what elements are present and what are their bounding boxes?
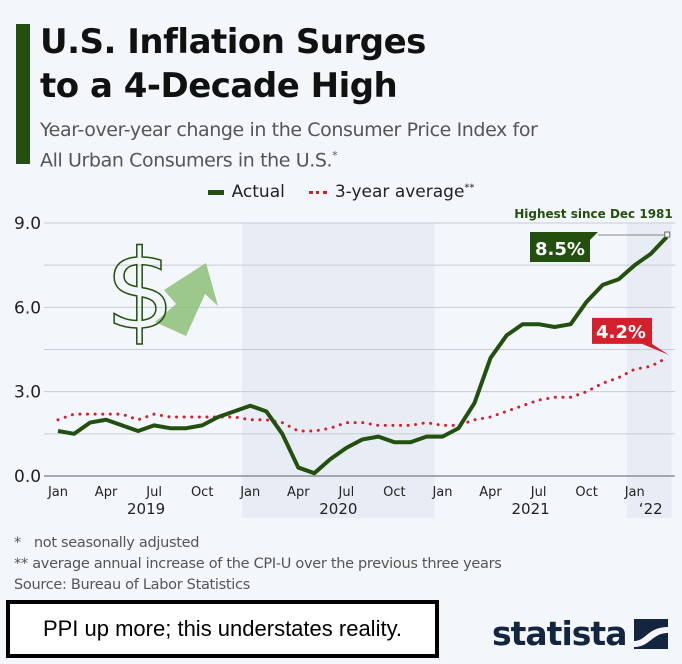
line-chart: $ 0.03.06.09.0 Jan Apr Jul Oct Jan Apr Jul Oct J… — [14, 207, 675, 518]
title-line-2: to a 4-Decade High — [40, 66, 398, 106]
dollar-sign-icon: $ — [105, 226, 175, 354]
legend-label-actual: Actual — [231, 182, 285, 202]
y-tick-label: 6.0 — [14, 298, 41, 318]
gridlines — [44, 222, 675, 477]
title-line-1: U.S. Inflation Surges — [40, 22, 426, 62]
x-year-label: 2020 — [319, 500, 357, 518]
x-tick-label: Apr — [95, 485, 118, 500]
chart-title: U.S. Inflation Surges to a 4-Decade High — [40, 20, 426, 108]
legend-footnote-mark: ** — [464, 182, 475, 194]
statista-logo[interactable]: statista — [492, 614, 669, 653]
annotation-marker — [664, 231, 671, 238]
subtitle-line-2: All Urban Consumers in the U.S. — [40, 149, 333, 172]
x-tick-label: Jul — [338, 485, 355, 500]
series-actual — [57, 235, 669, 476]
legend-item-average: 3-year average** — [308, 182, 475, 202]
x-tick-label: Jan — [431, 485, 452, 500]
x-tick-label: Jan — [239, 485, 260, 500]
legend-swatch-average — [308, 190, 327, 194]
x-tick-label: Jul — [145, 485, 162, 500]
label-box-average — [592, 317, 669, 355]
dollar-arrow-illustration: $ — [104, 225, 218, 355]
x-tick-label: Apr — [479, 485, 502, 500]
y-tick-label: 9.0 — [14, 214, 41, 234]
subtitle-line-1: Year-over-year change in the Consumer Pr… — [40, 119, 538, 141]
series-3-year-average — [56, 356, 669, 433]
shaded-period — [242, 223, 435, 518]
y-tick-label: 3.0 — [14, 383, 41, 403]
subtitle-footnote-mark: * — [332, 149, 338, 162]
legend-swatch-actual — [207, 189, 224, 195]
footnote-1: * not seasonally adjusted — [14, 535, 200, 551]
x-year-label: 2019 — [127, 500, 165, 518]
y-tick-label: 0.0 — [14, 467, 41, 487]
statista-logo-icon — [634, 618, 669, 649]
x-tick-label: Oct — [383, 485, 405, 500]
x-tick-label: Jan — [47, 485, 68, 500]
shaded-periods — [242, 223, 672, 518]
label-box-actual — [530, 232, 598, 263]
label-actual-value: 8.5% — [535, 239, 585, 260]
x-year-label: 2021 — [511, 500, 549, 518]
x-tick-label: Oct — [191, 485, 213, 500]
x-tick-label: Jul — [530, 485, 547, 500]
footnote-2: ** average annual increase of the CPI-U … — [14, 556, 502, 572]
x-axis-ticks: Jan Apr Jul Oct Jan Apr Jul Oct Jan Apr Jul Oct Jan 2… — [47, 485, 663, 518]
up-arrow-icon — [155, 263, 218, 336]
label-average-value: 4.2% — [596, 322, 646, 343]
x-tick-label: Apr — [287, 485, 310, 500]
x-year-label: ‘22 — [639, 500, 663, 518]
y-axis-ticks: 0.0 3.0 6.0 9.0 — [14, 214, 41, 487]
footnotes: * not seasonally adjusted ** average ann… — [14, 533, 502, 596]
logo-text: statista — [492, 614, 627, 653]
overlay-note-box: PPI up more; this understates reality. — [6, 600, 439, 658]
overlay-note-text: PPI up more; this understates reality. — [42, 616, 403, 641]
legend-item-actual: Actual — [207, 182, 285, 202]
chart-legend: Actual 3-year average** — [0, 182, 682, 202]
annotation-highest-since: Highest since Dec 1981 — [514, 207, 673, 221]
x-tick-label: Oct — [575, 485, 597, 500]
source-note: Source: Bureau of Labor Statistics — [14, 577, 250, 593]
x-tick-label: Jan — [624, 485, 645, 500]
legend-label-average: 3-year average — [334, 182, 465, 202]
chart-subtitle: Year-over-year change in the Consumer Pr… — [40, 117, 538, 173]
annotations: Highest since Dec 1981 8.5% 4.2% — [514, 207, 673, 355]
title-accent-bar — [16, 24, 30, 164]
